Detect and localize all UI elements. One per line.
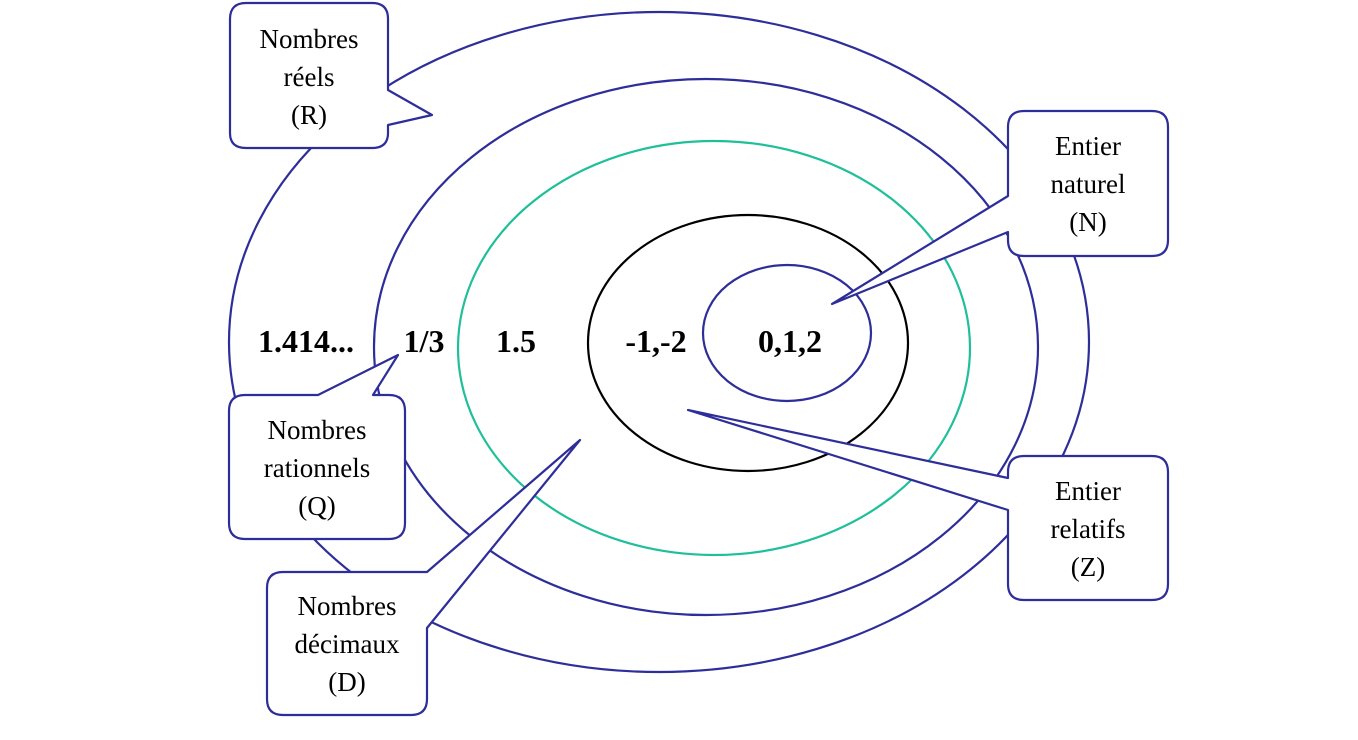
callout-naturals-line1: Entier	[1055, 131, 1121, 161]
example-integers: -1,-2	[625, 323, 686, 359]
callout-rationals-line2: rationnels	[264, 453, 370, 483]
callout-rationals-line1: Nombres	[268, 415, 367, 445]
callout-integers-line3: (Z)	[1071, 552, 1105, 582]
callout-naturals-line3: (N)	[1069, 207, 1106, 237]
callout-integers-line1: Entier	[1055, 476, 1121, 506]
callout-decimals-line3: (D)	[328, 667, 365, 697]
callout-rationals: Nombres rationnels (Q)	[227, 353, 407, 541]
callout-decimals-line1: Nombres	[298, 591, 397, 621]
callout-naturals-line2: naturel	[1051, 169, 1126, 199]
ring-decimals	[456, 139, 972, 557]
callout-reals-line3: (R)	[291, 100, 327, 130]
callout-integers-line2: relatifs	[1051, 514, 1126, 544]
callout-reals: Nombres réels (R)	[228, 1, 434, 150]
ring-naturals	[701, 263, 873, 403]
callout-reals-line2: réels	[284, 62, 335, 92]
callout-integers: Entier relatifs (Z)	[686, 408, 1170, 602]
example-naturals: 0,1,2	[758, 323, 822, 359]
example-reals: 1.414...	[258, 323, 354, 359]
example-rationals: 1/3	[404, 323, 445, 359]
callout-naturals: Entier naturel (N)	[830, 109, 1170, 306]
callout-decimals-line2: décimaux	[295, 629, 400, 659]
callout-decimals: Nombres décimaux (D)	[265, 438, 582, 717]
callout-rationals-line3: (Q)	[298, 491, 335, 521]
ring-rationals	[372, 77, 1040, 617]
ring-reals	[227, 10, 1091, 674]
callout-reals-line1: Nombres	[260, 24, 359, 54]
ring-integers	[586, 213, 910, 473]
example-decimals: 1.5	[496, 323, 536, 359]
